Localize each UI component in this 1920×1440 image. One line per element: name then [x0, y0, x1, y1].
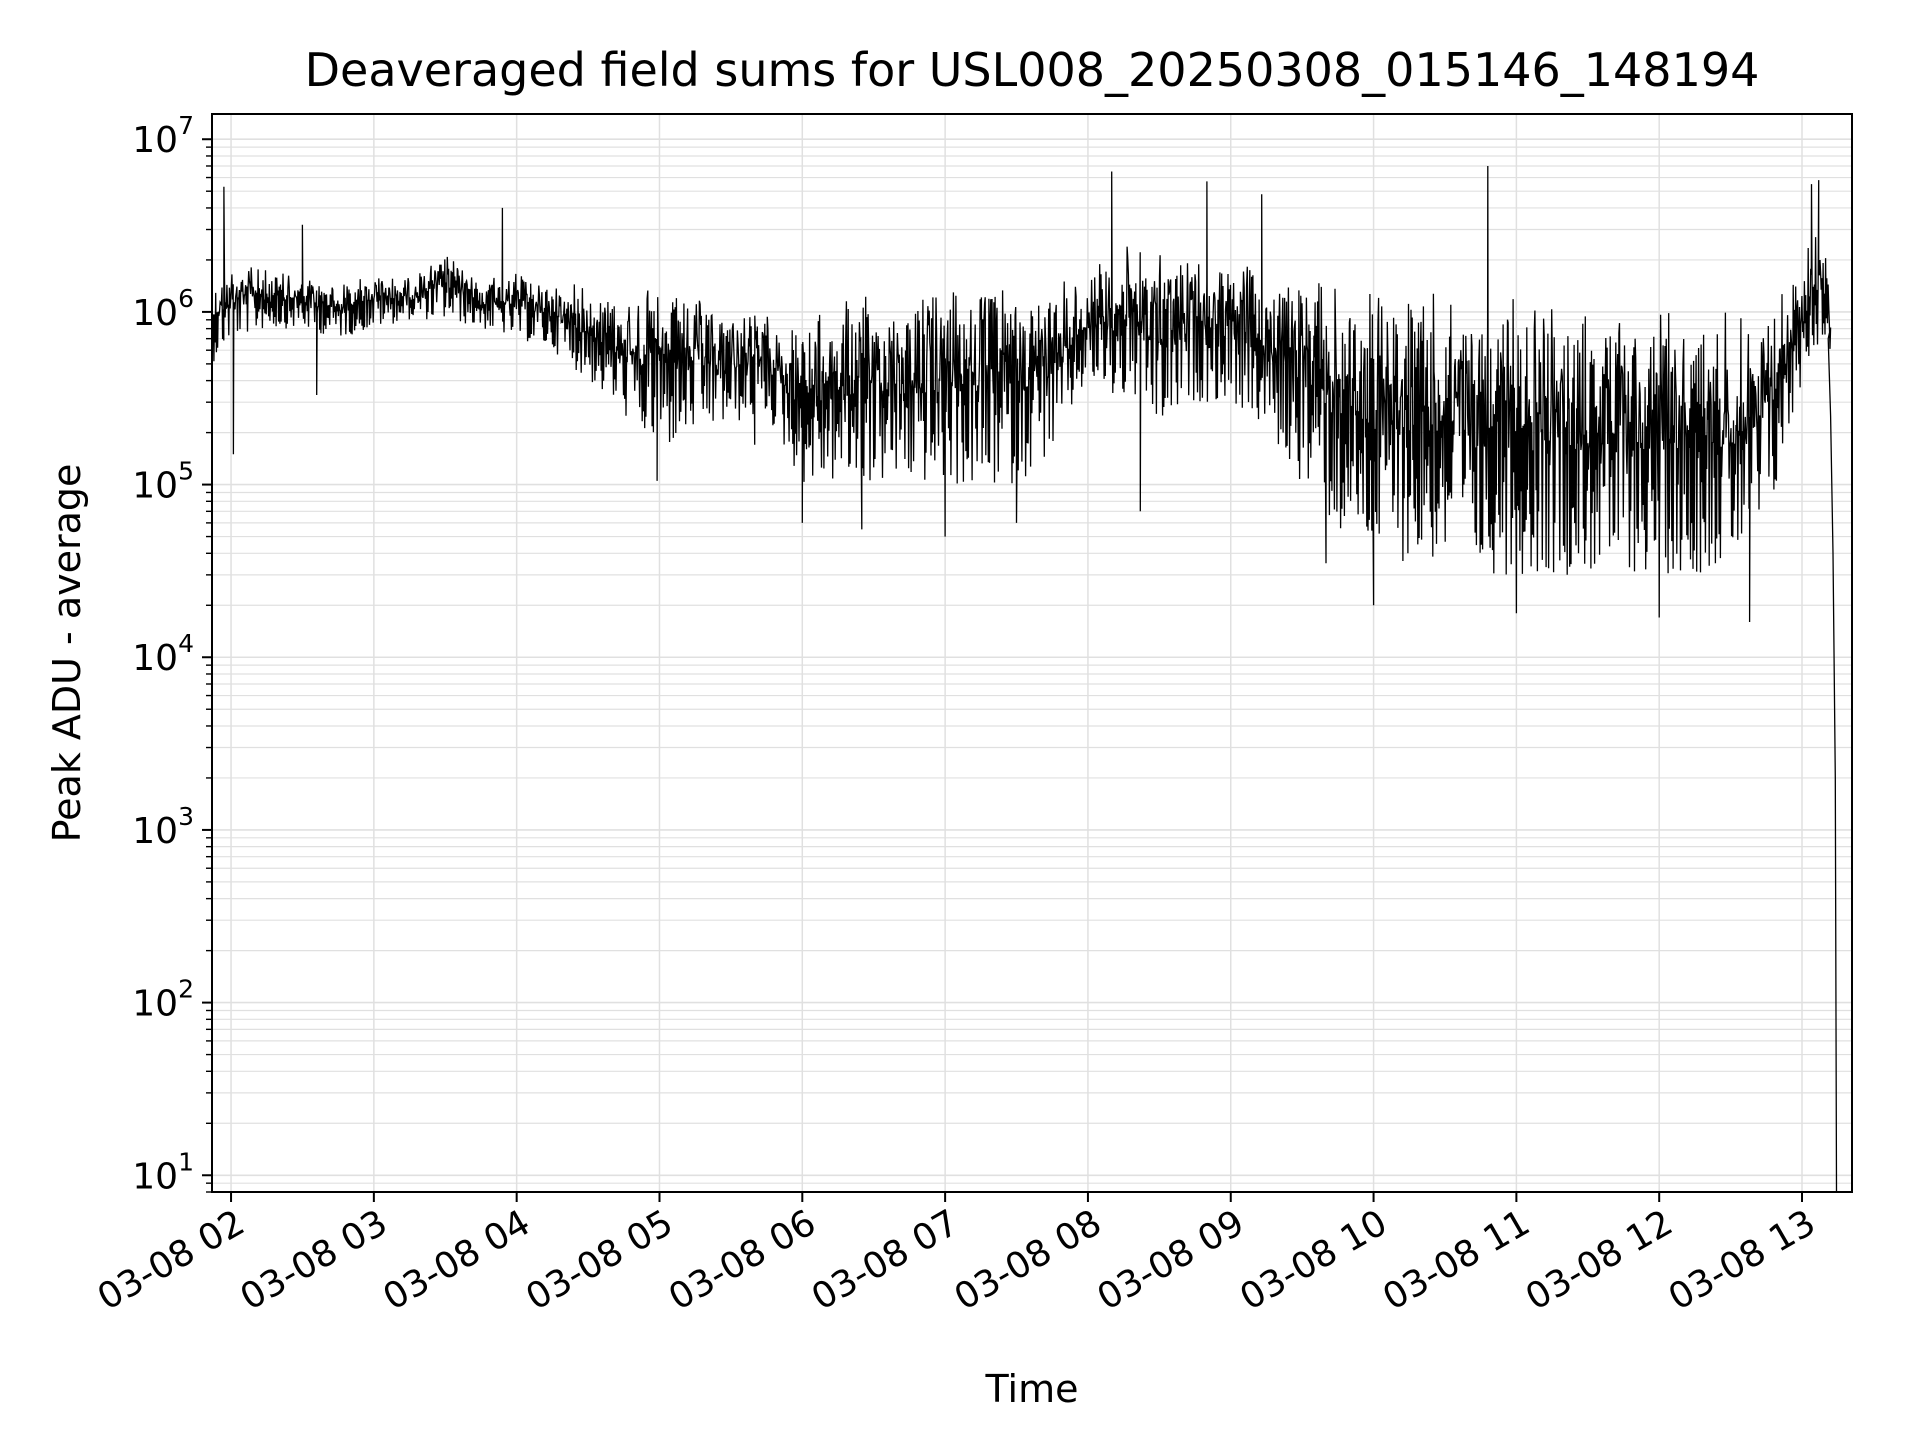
- y-tick-label: 103: [132, 802, 194, 852]
- y-tick-label: 102: [132, 975, 194, 1025]
- y-tick-label: 101: [132, 1147, 194, 1197]
- x-axis-label: Time: [985, 1367, 1079, 1411]
- y-tick-label: 107: [132, 111, 194, 161]
- plot-frame: [211, 113, 1853, 1193]
- y-axis-label: Peak ADU - average: [45, 464, 89, 843]
- y-tick-label: 106: [132, 284, 194, 334]
- data-layer: [211, 165, 1838, 1193]
- y-tick-label: 104: [132, 629, 194, 679]
- data-series-line: [211, 165, 1838, 1193]
- chart-title: Deaveraged field sums for USL008_2025030…: [305, 43, 1760, 97]
- y-axis: 101 102 103 104 105 106 107: [132, 111, 212, 1197]
- y-tick-label: 105: [132, 457, 194, 507]
